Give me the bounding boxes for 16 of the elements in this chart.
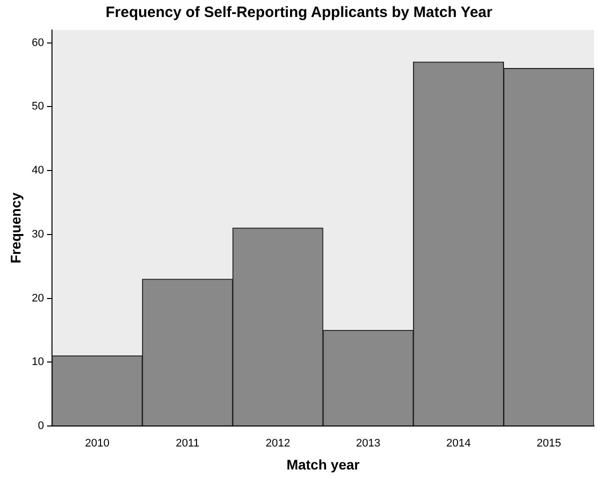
x-tick-label: 2012 — [266, 438, 290, 450]
y-tick-label: 50 — [32, 100, 44, 113]
y-tick-label: 30 — [32, 228, 44, 240]
x-tick-label: 2015 — [536, 438, 562, 450]
y-tick-label: 0 — [38, 420, 44, 432]
x-tick-label: 2010 — [84, 438, 110, 450]
x-tick-label: 2013 — [356, 438, 380, 450]
chart-title: Frequency of Self-Reporting Applicants by Match Year — [106, 4, 493, 22]
y-axis-title: Frequency — [7, 192, 24, 264]
x-tick-label: 2011 — [176, 438, 200, 450]
y-tick-label: 40 — [32, 164, 44, 177]
y-tick-label: 10 — [32, 356, 44, 368]
x-axis-title: Match year — [286, 456, 360, 472]
y-tick-label: 20 — [32, 292, 44, 304]
x-tick-label: 2014 — [446, 438, 471, 450]
y-tick-label: 60 — [32, 36, 44, 49]
